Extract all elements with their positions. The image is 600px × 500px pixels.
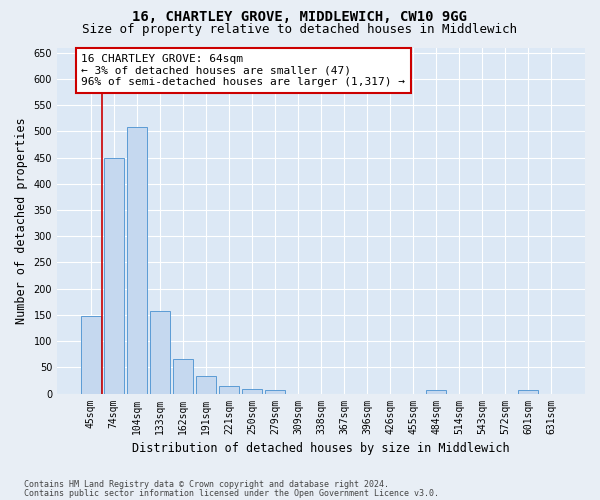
Bar xyxy=(173,360,193,394)
Y-axis label: Number of detached properties: Number of detached properties xyxy=(15,117,28,324)
Text: 16, CHARTLEY GROVE, MIDDLEWICH, CW10 9GG: 16, CHARTLEY GROVE, MIDDLEWICH, CW10 9GG xyxy=(133,10,467,24)
Bar xyxy=(518,390,538,394)
Text: 16 CHARTLEY GROVE: 64sqm
← 3% of detached houses are smaller (47)
96% of semi-de: 16 CHARTLEY GROVE: 64sqm ← 3% of detache… xyxy=(81,54,405,87)
Bar xyxy=(196,376,216,394)
X-axis label: Distribution of detached houses by size in Middlewich: Distribution of detached houses by size … xyxy=(132,442,510,455)
Text: Size of property relative to detached houses in Middlewich: Size of property relative to detached ho… xyxy=(83,22,517,36)
Text: Contains HM Land Registry data © Crown copyright and database right 2024.: Contains HM Land Registry data © Crown c… xyxy=(24,480,389,489)
Bar xyxy=(219,386,239,394)
Bar xyxy=(265,390,285,394)
Bar xyxy=(81,316,101,394)
Bar xyxy=(127,127,146,394)
Text: Contains public sector information licensed under the Open Government Licence v3: Contains public sector information licen… xyxy=(24,488,439,498)
Bar xyxy=(104,158,124,394)
Bar xyxy=(242,389,262,394)
Bar xyxy=(150,311,170,394)
Bar xyxy=(427,390,446,394)
